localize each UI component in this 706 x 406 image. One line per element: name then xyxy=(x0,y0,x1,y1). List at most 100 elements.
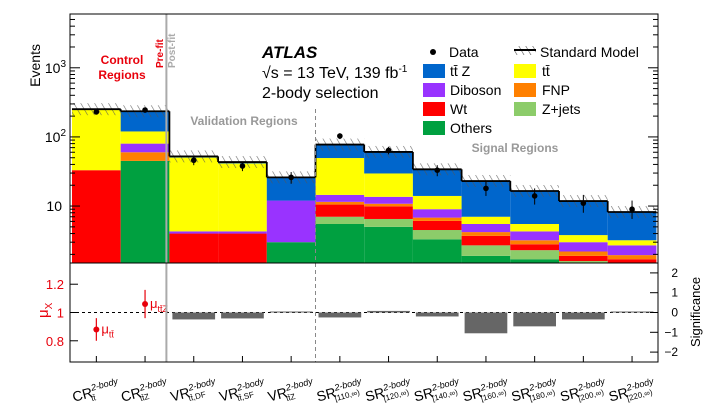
x-label-text-2: VR2-bodytt̄,DF xyxy=(168,376,219,406)
legend-sm-label: Standard Model xyxy=(540,44,639,60)
ratio-right-tick-label-4: 2 xyxy=(671,266,678,280)
data-point-4 xyxy=(288,174,294,181)
bar-diboson-6 xyxy=(364,196,413,204)
ratio-panel: μtt̄ μtt̄Z xyxy=(70,289,658,341)
bar-fnp-1 xyxy=(120,152,170,161)
postfit-label: Post-fit xyxy=(167,33,178,68)
bar-wt-5 xyxy=(315,204,365,217)
bar-diboson-4 xyxy=(266,200,316,243)
significance-bar-4 xyxy=(269,311,313,313)
legend-wt-label: Wt xyxy=(450,101,467,117)
legend-ttz-box xyxy=(423,64,445,78)
selection-label: 2-body selection xyxy=(262,85,379,102)
legend-diboson-label: Diboson xyxy=(450,82,501,98)
data-point-9 xyxy=(531,193,538,199)
significance-bar-5 xyxy=(318,312,362,318)
y-axis-title: Events xyxy=(27,44,43,87)
bar-others-9 xyxy=(510,259,559,263)
x-label-text-8: SR2-body[160,∞) xyxy=(461,376,512,406)
bar-zjets-9 xyxy=(510,250,559,260)
x-label-3: VR2-bodytt̄,SF xyxy=(217,376,268,406)
prefit-label: Pre-fit xyxy=(155,38,166,68)
mu-point-0 xyxy=(93,326,100,333)
mu-label-1: μtt̄Z xyxy=(150,296,169,314)
bar-tt-2 xyxy=(169,157,219,232)
bar-zjets-7 xyxy=(412,230,462,240)
significance-bar-3 xyxy=(221,312,264,319)
bar-tt-5 xyxy=(315,158,365,195)
data-point-0 xyxy=(93,109,100,115)
bar-wt-8 xyxy=(461,235,511,246)
data-point-10 xyxy=(580,200,587,206)
x-label-text-9: SR2-body[180,∞) xyxy=(509,376,560,406)
ratio-left-tick-label-1: 1 xyxy=(57,306,64,321)
x-label-text-10: SR2-body[200,∞) xyxy=(558,376,609,406)
bar-wt-6 xyxy=(364,206,413,219)
data-points xyxy=(93,107,635,219)
legend-wt-box xyxy=(423,102,445,116)
bar-others-1 xyxy=(120,160,170,263)
significance-bar-11 xyxy=(610,311,654,313)
validation-regions-label: Validation Regions xyxy=(190,114,298,128)
data-point-7 xyxy=(434,167,441,174)
signal-regions-label: Signal Regions xyxy=(472,141,559,155)
legend: Data Standard Model tt̄ Z tt̄ Diboson FN… xyxy=(423,44,639,136)
y-tick-label-1: 102 xyxy=(45,128,67,145)
x-label-text-5: SR2-body[110,∞) xyxy=(314,376,365,406)
data-point-1 xyxy=(142,107,148,113)
legend-others-box xyxy=(423,121,445,135)
x-label-9: SR2-body[180,∞) xyxy=(509,376,560,406)
bar-diboson-8 xyxy=(461,223,511,233)
x-label-text-11: SR2-body[220,∞) xyxy=(607,376,658,406)
bar-diboson-1 xyxy=(120,143,170,153)
bar-tt-11 xyxy=(607,240,657,246)
significance-bar-6 xyxy=(367,310,410,313)
bar-zjets-6 xyxy=(364,218,413,227)
control-regions-label-2: Regions xyxy=(98,68,146,82)
stacked-bars xyxy=(72,109,657,263)
bar-wt-10 xyxy=(559,255,608,262)
bar-fnp-7 xyxy=(412,217,462,221)
bar-diboson-5 xyxy=(315,194,365,202)
bar-fnp-5 xyxy=(315,201,365,205)
x-label-text-3: VR2-bodytt̄,SF xyxy=(217,376,268,406)
bar-diboson-2 xyxy=(169,231,219,234)
data-point-11 xyxy=(629,206,635,213)
y-tick-label-0: 10 xyxy=(46,198,62,214)
bar-tt-0 xyxy=(72,109,121,171)
bar-diboson-7 xyxy=(412,209,462,218)
bar-wt-0 xyxy=(72,170,121,263)
x-label-2: VR2-bodytt̄,DF xyxy=(168,376,219,406)
x-label-1: CR2-bodytt̄Z xyxy=(119,376,168,405)
uncertainty-bands xyxy=(72,103,657,219)
bar-zjets-5 xyxy=(315,216,365,224)
x-label-text-7: SR2-body[140,∞) xyxy=(412,376,463,406)
significance-bar-8 xyxy=(464,312,508,334)
atlas-label: ATLAS xyxy=(261,43,318,62)
y-tick-label-2: 103 xyxy=(45,59,67,76)
bar-fnp-6 xyxy=(364,203,413,207)
data-point-3 xyxy=(239,163,246,169)
significance-bar-9 xyxy=(513,312,556,327)
x-label-8: SR2-body[160,∞) xyxy=(461,376,512,406)
bar-zjets-8 xyxy=(461,245,511,256)
ratio-left-tick-label-0: 0.8 xyxy=(46,334,64,349)
legend-fnp-box xyxy=(514,83,536,97)
bar-fnp-9 xyxy=(510,240,559,245)
bar-tt-1 xyxy=(120,131,170,144)
control-regions-label-1: Control xyxy=(101,53,144,67)
data-point-6 xyxy=(385,147,392,154)
bar-wt-2 xyxy=(169,233,219,263)
bar-wt-7 xyxy=(412,220,462,231)
bar-diboson-9 xyxy=(510,231,559,241)
legend-data-label: Data xyxy=(449,44,479,60)
bar-fnp-11 xyxy=(607,255,657,260)
ratio-left-axis-title: μX xyxy=(35,302,55,318)
x-label-7: SR2-body[140,∞) xyxy=(412,376,463,406)
legend-fnp-label: FNP xyxy=(542,82,570,98)
x-label-0: CR2-bodytt̄ xyxy=(70,376,119,405)
bar-others-4 xyxy=(266,242,316,263)
x-label-text-6: SR2-body[120,∞) xyxy=(363,376,414,406)
legend-tt-label: tt̄ xyxy=(542,63,550,79)
x-label-4: VR2-bodytt̄Z xyxy=(266,376,314,405)
